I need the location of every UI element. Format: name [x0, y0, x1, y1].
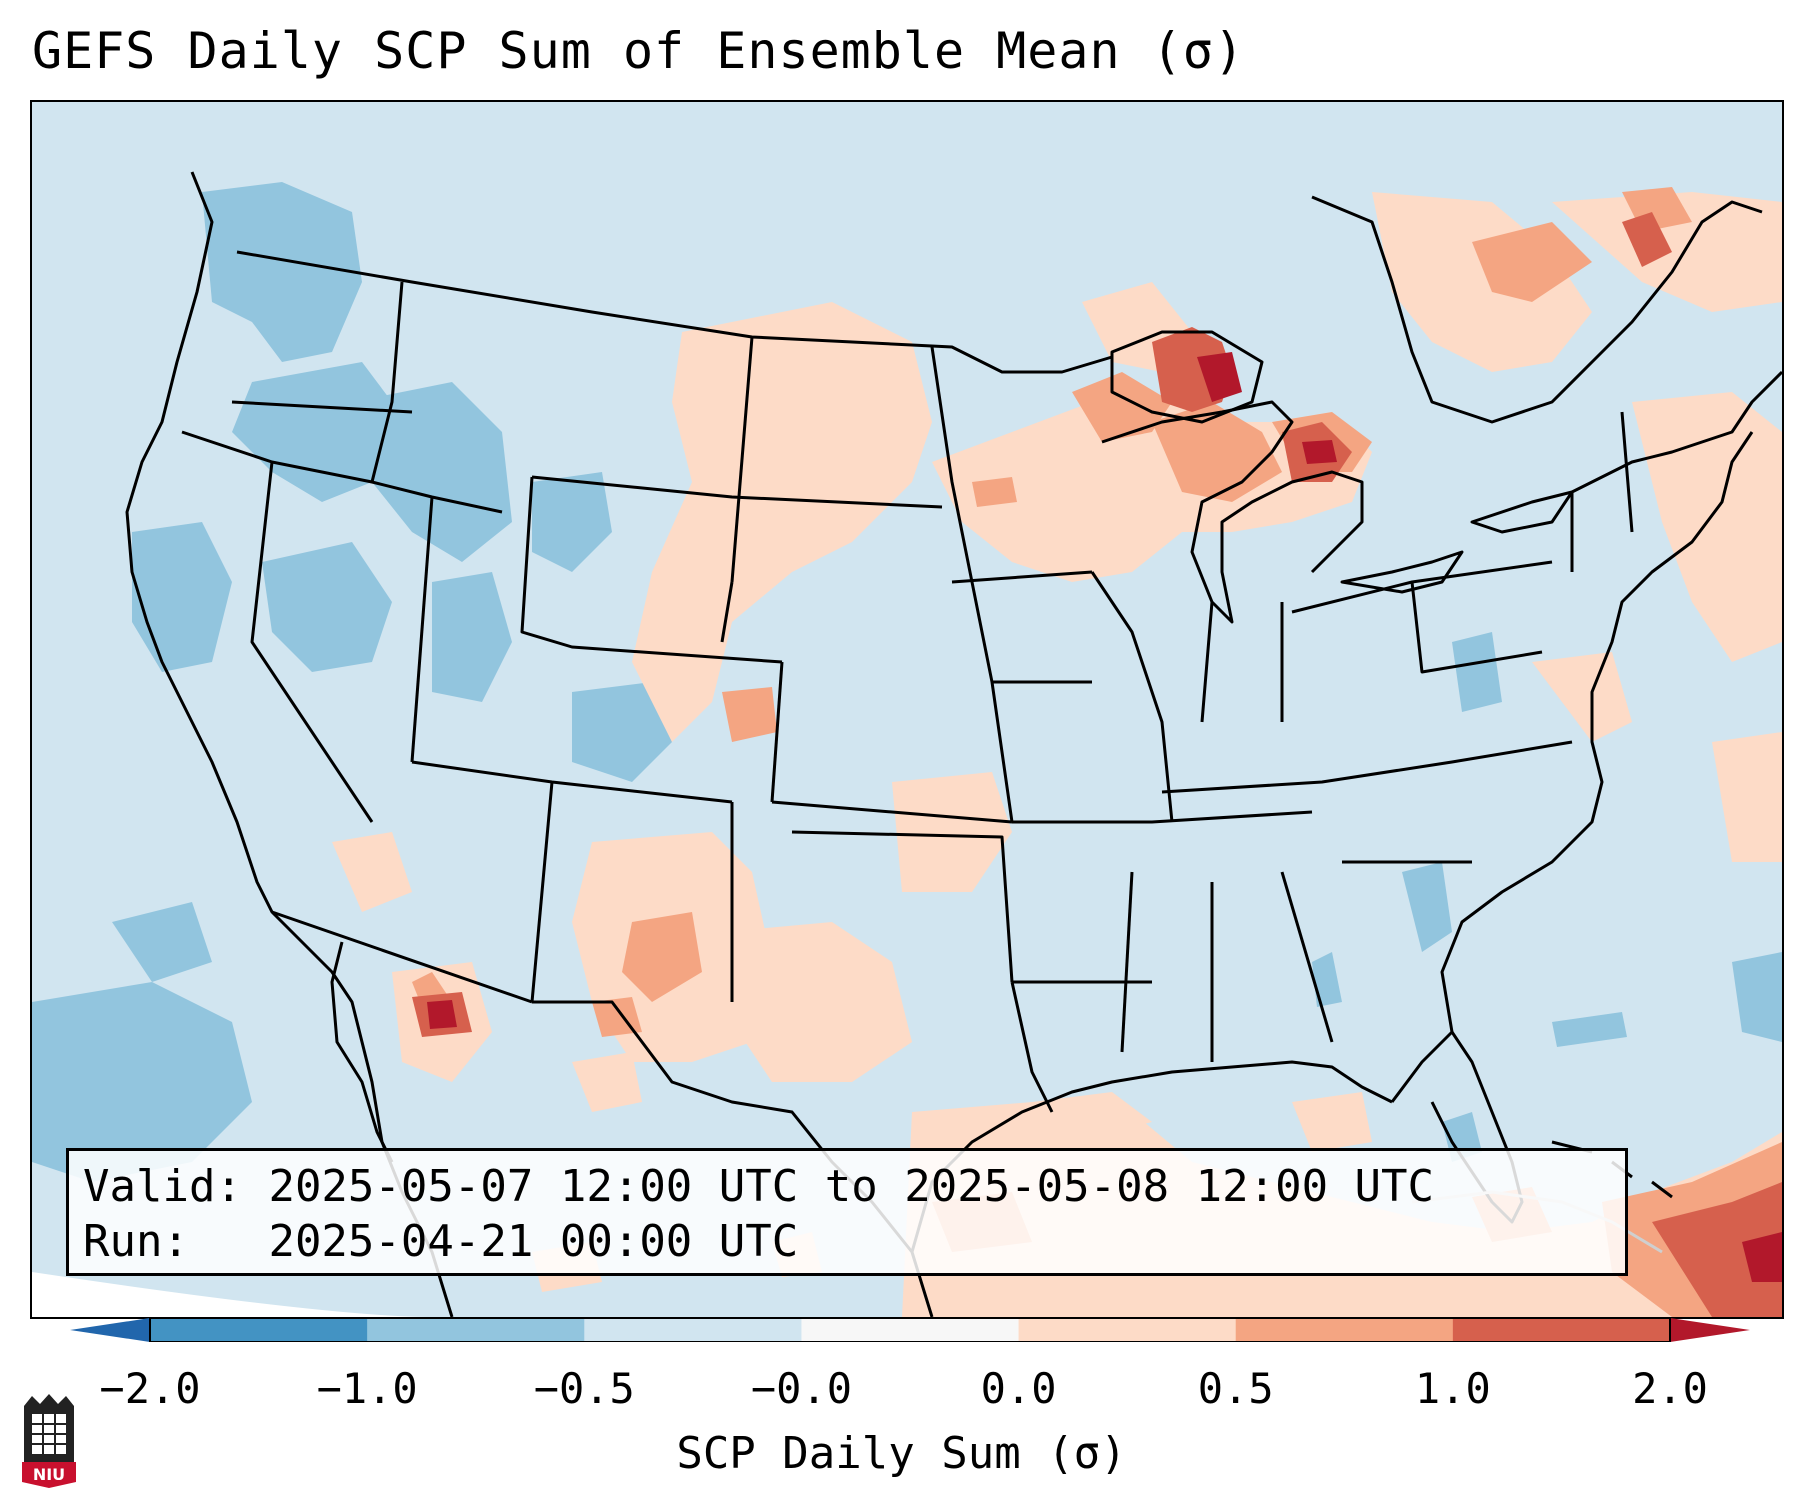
us-canada-border	[236, 250, 1113, 374]
map-panel	[30, 100, 1784, 1319]
valid-value: 2025-05-07 12:00 UTC to 2025-05-08 12:00…	[268, 1161, 1435, 1212]
colorbar-segment	[1452, 1318, 1671, 1342]
il-in-border	[1200, 601, 1214, 723]
projection-edge-left	[32, 1272, 432, 1317]
tn-nc-line	[1012, 810, 1313, 824]
sd-ne-border	[720, 581, 734, 643]
ok-north-border	[791, 830, 1014, 983]
new-england-border	[1571, 370, 1782, 494]
pa-south-border	[1410, 581, 1543, 674]
colorbar-segment	[584, 1318, 802, 1342]
great-lakes-shoreline	[1101, 400, 1364, 624]
colorbar-segment	[801, 1318, 1020, 1342]
run-value: 2025-04-21 00:00 UTC	[268, 1216, 799, 1267]
st-lawrence-line	[1311, 195, 1763, 424]
map-title: GEFS Daily SCP Sum of Ensemble Mean (σ)	[32, 22, 1245, 80]
colorbar-extend-low	[70, 1318, 150, 1342]
colorbar-tick-label: 2.0	[1632, 1364, 1708, 1413]
ky-tn-va-line	[1161, 740, 1573, 794]
colorbar-tick-label: 0.5	[1197, 1364, 1274, 1413]
wa-or-border	[231, 400, 413, 414]
colorbar-tick-label: −1.0	[316, 1364, 418, 1413]
tx-la-border	[1010, 981, 1054, 1113]
mt-nd-border	[730, 336, 754, 583]
colorbar-tick-label: 0.0	[980, 1364, 1057, 1413]
run-label: Run:	[83, 1216, 189, 1267]
colorbar-segment	[150, 1318, 368, 1342]
vt-nh-border	[1620, 411, 1634, 533]
lake-superior-outline	[1110, 330, 1264, 424]
mississippi-river	[1090, 571, 1174, 823]
wy-ne-line	[531, 475, 943, 509]
atlantic-coastline	[1440, 431, 1754, 1033]
colorbar	[70, 1318, 1750, 1342]
niu-logo: NIU	[22, 1394, 76, 1488]
id-west-border	[370, 281, 404, 483]
colorbar-tick-label: −0.0	[750, 1364, 852, 1413]
positive-anomaly-max	[427, 352, 1782, 1282]
scp-field-map	[32, 102, 1782, 1317]
lake-ontario-outline	[1470, 490, 1574, 534]
wy-co-border	[520, 476, 783, 664]
valid-label: Valid:	[83, 1161, 242, 1212]
colorbar-extend-high	[1670, 1318, 1750, 1342]
lake-erie-outline	[1340, 550, 1464, 594]
colorbar-title: SCP Daily Sum (σ)	[676, 1428, 1127, 1479]
ks-ok-line	[771, 800, 1013, 824]
negative-anomaly-patches	[32, 182, 1782, 1182]
svg-text:NIU: NIU	[33, 1465, 65, 1484]
colorbar-outline	[149, 1318, 1671, 1342]
baja-coastline	[330, 941, 394, 1163]
nv-border	[250, 461, 374, 823]
ia-mo-border	[951, 570, 1093, 584]
colorbar-segment	[1235, 1318, 1454, 1342]
co-ks-border	[770, 661, 784, 803]
nv-ut-border	[410, 496, 434, 763]
colorbar-segments	[150, 1318, 1671, 1342]
colorbar-tick-label: −2.0	[99, 1364, 201, 1413]
valid-run-info-box: Valid: 2025-05-07 12:00 UTC to 2025-05-0…	[66, 1148, 1628, 1276]
ms-al-border	[1120, 871, 1134, 1053]
colorbar-segment	[367, 1318, 585, 1342]
ga-sc-line	[1280, 871, 1334, 1043]
pacific-coastline	[125, 171, 454, 1317]
colorbar-tick-label: 1.0	[1414, 1364, 1491, 1413]
az-mexico-border	[271, 910, 533, 1004]
colorbar-segment	[1018, 1318, 1237, 1342]
az-nm-border	[530, 781, 554, 1003]
colorbar-tick-label: −0.5	[533, 1364, 635, 1413]
